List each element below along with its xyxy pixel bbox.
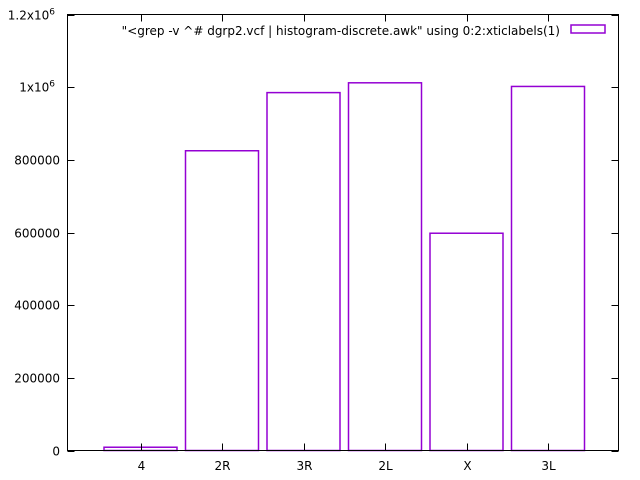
y-tick-label: 600000 <box>14 227 60 241</box>
x-tick-label: 2R <box>215 459 231 473</box>
x-tick-label: 2L <box>378 459 393 473</box>
y-tick-label: 0 <box>52 445 60 459</box>
legend: "<grep -v ^# dgrp2.vcf | histogram-discr… <box>122 24 606 38</box>
bar-3L <box>510 85 586 452</box>
bar-X <box>429 232 504 452</box>
x-tick-label: 3R <box>297 459 313 473</box>
x-axis: 4 2R 3R 2L X 3L <box>138 14 556 473</box>
x-tick-label: 3L <box>541 459 556 473</box>
bar-3R <box>266 91 341 452</box>
y-axis: 0 200000 400000 600000 800000 1x106 1.2x106 <box>8 8 619 459</box>
y-tick-label: 1x106 <box>19 80 55 95</box>
x-tick-label: X <box>463 459 471 473</box>
y-tick-label: 1.2x106 <box>8 8 55 23</box>
legend-swatch <box>570 24 606 34</box>
bar-2R <box>184 150 260 452</box>
bars-group <box>103 82 586 452</box>
bar-2L <box>347 82 423 452</box>
legend-label: "<grep -v ^# dgrp2.vcf | histogram-discr… <box>122 24 560 38</box>
y-tick-label: 400000 <box>14 299 60 313</box>
y-tick-label: 200000 <box>14 372 60 386</box>
x-tick-label: 4 <box>138 459 146 473</box>
y-tick-label: 800000 <box>14 154 60 168</box>
plot-frame <box>67 14 619 451</box>
